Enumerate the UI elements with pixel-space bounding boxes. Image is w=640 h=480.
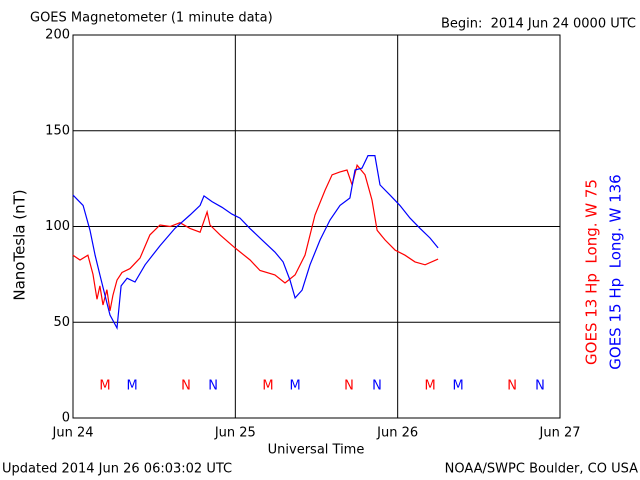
annotation: M (425, 379, 436, 394)
annotation: N (344, 379, 354, 394)
legend-entry: GOES 15 Hp Long. W 136 (607, 174, 625, 369)
y-tick-label: 50 (53, 315, 70, 330)
y-axis-label: NanoTesla (nT) (11, 189, 29, 300)
x-axis-label: Universal Time (268, 443, 365, 458)
footer-right: NOAA/SWPC Boulder, CO USA (445, 462, 638, 477)
x-tick-label: Jun 27 (539, 426, 581, 441)
annotation: M (262, 379, 273, 394)
legend-entry: GOES 13 Hp Long. W 75 (583, 179, 601, 365)
y-tick-label: 0 (62, 411, 70, 426)
x-tick-label: Jun 26 (376, 426, 418, 441)
x-tick-label: Jun 24 (52, 426, 94, 441)
chart-title: GOES Magnetometer (1 minute data) (30, 11, 273, 26)
annotation: M (126, 379, 137, 394)
annotation: M (289, 379, 300, 394)
annotation: N (535, 379, 545, 394)
annotation: N (208, 379, 218, 394)
series-line (72, 155, 439, 331)
footer-left: Updated 2014 Jun 26 06:03:02 UTC (2, 462, 232, 477)
annotation: N (181, 379, 191, 394)
annotation: N (507, 379, 517, 394)
annotation: M (99, 379, 110, 394)
y-tick-label: 150 (45, 123, 70, 138)
y-tick-label: 200 (45, 28, 70, 43)
series-line (72, 163, 439, 311)
subtitle: Begin: 2014 Jun 24 0000 UTC (441, 17, 636, 32)
y-tick-label: 100 (45, 219, 70, 234)
x-tick-label: Jun 25 (214, 426, 256, 441)
annotation: N (372, 379, 382, 394)
annotation: M (452, 379, 463, 394)
